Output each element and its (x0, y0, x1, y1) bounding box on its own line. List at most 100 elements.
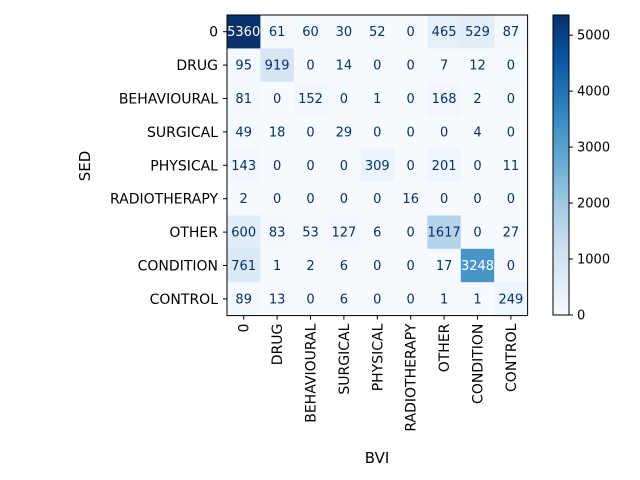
cell-value-label: 0 (373, 59, 381, 74)
heatmap-cell (427, 148, 462, 183)
colorbar-tick-label: 2000 (577, 197, 610, 212)
heatmap-cell (427, 182, 462, 216)
heatmap-cell (293, 248, 328, 283)
heatmap-cell (260, 115, 295, 150)
x-tick-label: OTHER (437, 323, 453, 372)
y-tick-label: RADIOTHERAPY (110, 192, 218, 208)
cell-value-label: 0 (473, 226, 481, 241)
cell-value-label: 0 (340, 159, 348, 174)
y-tick-label: SURGICAL (147, 125, 218, 141)
colorbar-ticks: 0 1000 2000 3000 4000 5000 (569, 29, 610, 324)
cell-value-label: 1 (273, 259, 281, 274)
cell-value-label: 11 (503, 159, 520, 174)
heatmap-cell (360, 15, 395, 49)
cell-value-label: 6 (340, 259, 348, 274)
cell-value-label: 529 (465, 25, 490, 40)
colorbar-tick-label: 5000 (577, 29, 610, 44)
heatmap-cell (427, 48, 462, 83)
cell-value-label: 0 (407, 125, 415, 140)
cell-value-label: 0 (306, 59, 314, 74)
cell-value-label: 143 (231, 159, 256, 174)
cell-value-label: 16 (402, 192, 419, 207)
cell-value-label: 309 (365, 159, 390, 174)
heatmap-cell (360, 182, 395, 216)
cell-value-label: 0 (373, 259, 381, 274)
cell-value-label: 0 (306, 292, 314, 307)
heatmap-cell (394, 282, 428, 317)
cell-value-label: 201 (432, 159, 457, 174)
cell-value-label: 6 (340, 292, 348, 307)
y-tick-label: CONDITION (138, 259, 218, 275)
cell-value-label: 83 (269, 226, 286, 241)
heatmap-cell (327, 15, 362, 49)
cell-value-label: 127 (331, 226, 356, 241)
heatmap-cell (260, 182, 295, 216)
y-tick-label: 0 (209, 25, 218, 41)
heatmap-cell (494, 48, 529, 83)
cell-value-label: 17 (436, 259, 453, 274)
cell-value-label: 0 (407, 92, 415, 107)
heatmap-cell (427, 81, 462, 116)
cell-value-label: 1 (373, 92, 381, 107)
heatmap-cell (494, 282, 529, 317)
heatmap-cell (227, 15, 261, 49)
heatmap-cell (427, 115, 462, 150)
cell-value-label: 0 (407, 25, 415, 40)
cell-value-label: 0 (473, 192, 481, 207)
cell-value-label: 52 (369, 25, 386, 40)
heatmap-cell (394, 182, 428, 216)
cell-value-label: 2 (473, 92, 481, 107)
cell-value-label: 0 (440, 125, 448, 140)
heatmap-cell (460, 215, 495, 250)
cell-value-label: 1 (440, 292, 448, 307)
colorbar-tick-label: 0 (577, 309, 585, 324)
cell-value-label: 0 (407, 226, 415, 241)
cell-value-label: 600 (231, 226, 256, 241)
cell-value-label: 0 (507, 259, 515, 274)
heatmap-cell (394, 215, 428, 250)
cell-value-label: 0 (373, 192, 381, 207)
cell-value-label: 27 (503, 226, 520, 241)
x-tick-label: SURGICAL (337, 323, 353, 394)
heatmap-cell (427, 282, 462, 317)
heatmap-cell (227, 48, 261, 83)
cell-value-label: 0 (407, 159, 415, 174)
x-tick-label: DRUG (270, 324, 286, 366)
cell-value-label: 87 (503, 25, 520, 40)
cell-value-label: 0 (507, 192, 515, 207)
cell-value-label: 95 (235, 59, 252, 74)
cell-value-label: 0 (340, 92, 348, 107)
heatmap-cell (293, 115, 328, 150)
heatmap-cell (260, 81, 295, 116)
cell-value-label: 2 (306, 259, 314, 274)
cell-value-label: 14 (336, 59, 353, 74)
cell-value-label: 7 (440, 59, 448, 74)
heatmap-cell (327, 282, 362, 317)
heatmap-cell (460, 48, 495, 83)
heatmap-cell (494, 115, 529, 150)
cell-value-label: 4 (473, 125, 481, 140)
cell-value-label: 0 (507, 125, 515, 140)
heatmap-cell (360, 115, 395, 150)
heatmap-cell (427, 15, 462, 49)
heatmap-cell (427, 248, 462, 283)
heatmap-cell (227, 115, 261, 150)
cell-value-label: 0 (273, 92, 281, 107)
heatmap-cell (227, 248, 261, 283)
cell-value-label: 49 (235, 125, 252, 140)
cell-value-label: 0 (507, 92, 515, 107)
colorbar-tick-label: 4000 (577, 85, 610, 100)
cell-value-label: 0 (473, 159, 481, 174)
heatmap-cell (327, 182, 362, 216)
heatmap-cell (494, 182, 529, 216)
heatmap-cell (494, 215, 529, 250)
cell-value-label: 1 (473, 292, 481, 307)
heatmap-cell (327, 48, 362, 83)
heatmap-cell (360, 148, 395, 183)
heatmap-cell (360, 282, 395, 317)
heatmap-cell (460, 81, 495, 116)
x-tick-label: CONDITION (471, 324, 487, 404)
cell-value-label: 0 (306, 192, 314, 207)
cell-value-label: 0 (306, 159, 314, 174)
y-tick-label: DRUG (176, 58, 218, 74)
